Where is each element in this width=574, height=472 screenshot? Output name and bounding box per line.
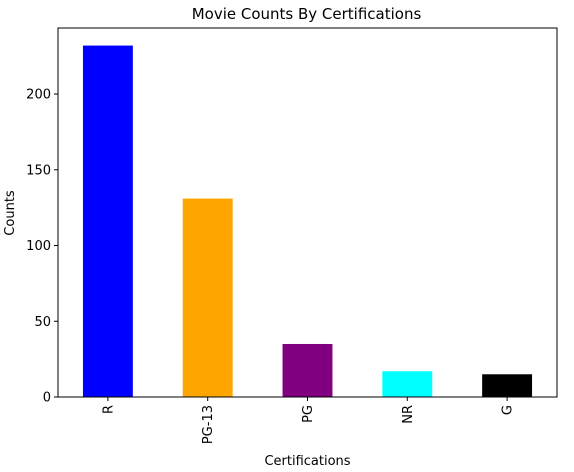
bar-r bbox=[82, 45, 133, 397]
x-tick-label: PG-13 bbox=[201, 405, 216, 444]
y-axis-ticks: 0 50 100 150 200 bbox=[26, 88, 58, 406]
y-axis-label: Counts bbox=[3, 190, 18, 236]
y-tick-label: 150 bbox=[26, 163, 51, 178]
y-tick-label: 50 bbox=[34, 315, 51, 330]
bar-pg bbox=[282, 343, 333, 397]
y-tick-label: 200 bbox=[26, 88, 51, 103]
bars-group bbox=[82, 45, 533, 397]
y-tick-label: 100 bbox=[26, 239, 51, 254]
x-tick-label: R bbox=[101, 405, 116, 414]
x-axis-label: Certifications bbox=[264, 454, 350, 469]
x-tick-label: NR bbox=[401, 405, 416, 424]
bar-g bbox=[482, 374, 533, 397]
plot-frame bbox=[57, 27, 558, 398]
x-tick-label: G bbox=[501, 405, 516, 415]
x-axis-ticks: R PG-13 PG NR G bbox=[101, 397, 516, 444]
x-tick-label: PG bbox=[301, 405, 316, 423]
chart-title: Movie Counts By Certifications bbox=[192, 5, 422, 23]
bar-nr bbox=[382, 371, 433, 397]
bar-pg-13 bbox=[182, 198, 233, 397]
y-tick-label: 0 bbox=[43, 391, 51, 406]
